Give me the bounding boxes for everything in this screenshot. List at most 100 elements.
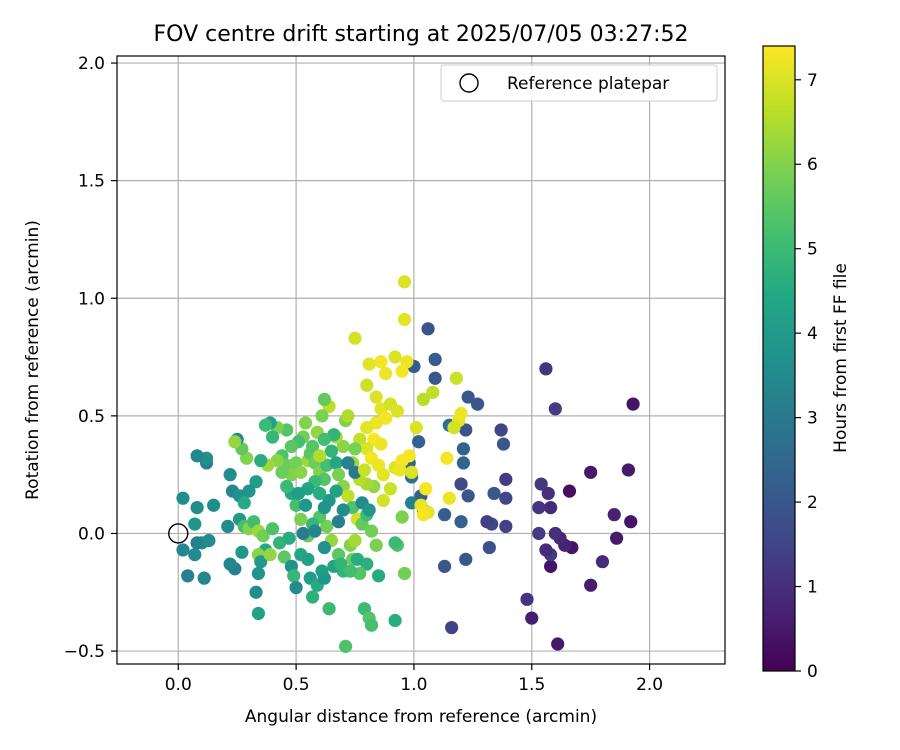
x-axis-ticks: 0.0 0.5 1.0 1.5 2.0	[165, 664, 663, 695]
data-point	[298, 416, 313, 430]
data-point	[331, 468, 346, 482]
data-point	[265, 430, 280, 444]
data-point	[426, 385, 440, 399]
data-point	[544, 559, 558, 573]
data-point	[338, 639, 353, 653]
data-point	[412, 435, 426, 449]
data-point	[584, 465, 598, 479]
data-point	[343, 564, 357, 578]
data-point	[454, 477, 468, 491]
data-point	[480, 515, 494, 529]
data-point	[360, 421, 374, 435]
data-point	[263, 548, 277, 562]
colorbar-tick-label: 2	[807, 493, 818, 513]
data-point	[256, 529, 270, 543]
colorbar	[762, 45, 796, 672]
data-point	[499, 472, 513, 486]
data-point	[520, 592, 534, 606]
chart-title: FOV centre drift starting at 2025/07/05 …	[154, 22, 689, 47]
data-point	[284, 439, 298, 454]
y-tick-label: 0.5	[78, 407, 105, 427]
data-point	[296, 526, 310, 541]
data-point	[336, 439, 350, 454]
reference-platepar-point	[168, 523, 189, 544]
data-point	[416, 392, 430, 406]
data-point	[459, 423, 473, 437]
data-point	[548, 402, 562, 416]
legend-box	[440, 64, 718, 102]
legend: Reference platepar	[440, 64, 718, 102]
data-point	[188, 517, 202, 531]
data-point	[313, 486, 327, 501]
grid-lines	[117, 56, 725, 664]
data-point	[371, 569, 386, 583]
data-point	[331, 515, 346, 529]
data-point	[437, 559, 452, 573]
colorbar-tick-label: 3	[807, 409, 818, 429]
data-point	[289, 498, 303, 512]
y-axis-label: Rotation from reference (arcmin)	[23, 220, 43, 500]
data-point	[364, 618, 379, 632]
data-point	[181, 569, 195, 583]
data-point	[190, 500, 204, 515]
data-point	[249, 475, 263, 489]
data-point	[395, 510, 409, 524]
data-point	[362, 357, 376, 371]
data-point	[176, 491, 190, 505]
x-tick-label: 2.0	[636, 675, 663, 695]
data-point	[294, 512, 308, 526]
colorbar-tick-label: 6	[807, 155, 818, 175]
data-point	[562, 484, 577, 498]
data-point	[532, 500, 546, 515]
data-point	[532, 526, 546, 541]
x-axis-label: Angular distance from reference (arcmin)	[245, 707, 597, 727]
data-point	[421, 322, 435, 336]
data-point	[459, 552, 473, 566]
data-point	[282, 531, 296, 545]
data-point	[237, 496, 251, 510]
data-point	[607, 508, 621, 522]
data-point	[348, 533, 362, 548]
data-point	[482, 540, 496, 555]
data-point	[454, 406, 468, 421]
data-point	[494, 423, 508, 437]
data-point	[374, 355, 388, 369]
data-point	[223, 557, 237, 571]
data-point	[362, 503, 376, 517]
data-point	[428, 371, 442, 385]
data-point	[249, 585, 263, 599]
data-point	[324, 444, 339, 458]
data-point	[621, 463, 635, 477]
data-point	[364, 524, 379, 538]
data-point	[334, 557, 348, 571]
data-point	[454, 515, 468, 529]
data-point	[315, 409, 329, 423]
data-point	[397, 312, 412, 327]
colorbar-tick-label: 1	[807, 578, 818, 598]
data-point	[499, 519, 513, 534]
data-point	[416, 508, 430, 522]
data-point	[277, 550, 291, 564]
data-point	[393, 463, 407, 477]
data-point	[207, 498, 221, 512]
data-point	[525, 611, 539, 625]
data-point	[369, 390, 383, 404]
y-tick-label: −0.5	[64, 642, 105, 662]
x-tick-label: 1.0	[400, 675, 427, 695]
data-point	[456, 456, 471, 470]
colorbar-tick-label: 7	[807, 71, 818, 91]
data-point	[341, 409, 355, 423]
data-point	[419, 482, 433, 496]
data-point	[305, 590, 320, 604]
data-point	[251, 606, 265, 621]
data-point	[449, 371, 463, 385]
data-point	[254, 453, 268, 468]
data-point	[188, 548, 202, 562]
colorbar-ticks: 0 1 2 3 4 5 6 7	[795, 71, 818, 682]
data-point	[329, 484, 343, 498]
y-tick-label: 2.0	[78, 54, 105, 74]
data-point	[329, 456, 343, 470]
data-point	[348, 442, 362, 456]
data-point	[428, 352, 442, 367]
data-point	[341, 489, 355, 503]
